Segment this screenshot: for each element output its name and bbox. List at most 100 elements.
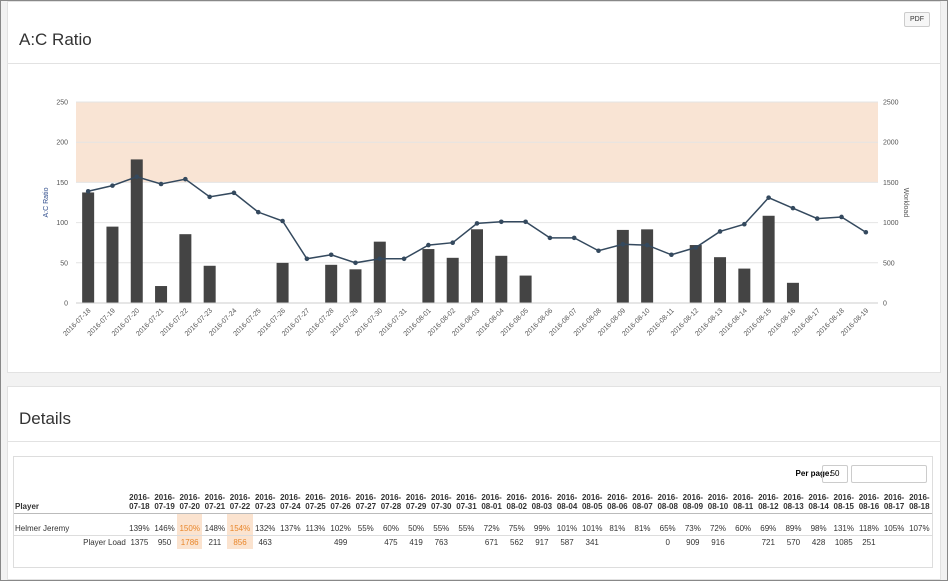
header-cell: 2016-07-27 bbox=[353, 491, 379, 514]
cell: 65% bbox=[659, 524, 676, 533]
y2-tick-label: 1500 bbox=[883, 180, 899, 187]
bar bbox=[82, 192, 95, 303]
bar bbox=[179, 234, 192, 303]
cell: 1085 bbox=[834, 538, 853, 547]
cell: 55% bbox=[433, 524, 450, 533]
bar bbox=[738, 268, 751, 303]
cell: 118% bbox=[858, 524, 879, 533]
header-cell: 2016-07-31 bbox=[453, 491, 479, 514]
cell: 428 bbox=[811, 538, 826, 547]
header-row: Player 2016-07-18 2016-07-19 2016-07-20 2016… bbox=[14, 491, 932, 514]
point bbox=[304, 256, 310, 262]
header-cell: 2016-07-20 bbox=[177, 491, 203, 514]
bar bbox=[495, 255, 508, 303]
cell bbox=[303, 536, 328, 550]
panel-title: A:C Ratio bbox=[19, 30, 92, 49]
header-cell: 2016-08-10 bbox=[705, 491, 731, 514]
point bbox=[742, 221, 747, 227]
header-cell: Player bbox=[14, 491, 127, 514]
divider bbox=[8, 63, 940, 64]
chart-panel: A:C Ratio PDF bbox=[7, 1, 941, 373]
cell: 148% bbox=[204, 524, 226, 533]
header-cell: 2016-08-17 bbox=[881, 491, 907, 514]
y2-tick-label: 0 bbox=[883, 301, 887, 308]
point bbox=[669, 252, 674, 258]
point bbox=[110, 183, 115, 188]
table-box: Per page: 50 Player 2016-07-18 2016-07-19 2… bbox=[13, 456, 933, 568]
bar bbox=[155, 286, 168, 303]
per-page-label: Per page: bbox=[795, 469, 832, 478]
cell: 856 bbox=[227, 535, 253, 549]
point bbox=[596, 248, 601, 254]
bar bbox=[446, 257, 459, 303]
cell: 499 bbox=[333, 538, 348, 547]
header-cell: 2016-07-29 bbox=[403, 491, 429, 514]
cell: 419 bbox=[409, 538, 423, 547]
point bbox=[790, 205, 796, 211]
cell: 562 bbox=[510, 538, 524, 547]
cell: 72% bbox=[483, 524, 500, 533]
header-cell: 2016-08-02 bbox=[504, 491, 530, 514]
cell bbox=[278, 536, 303, 550]
header-cell: 2016-08-04 bbox=[554, 491, 580, 514]
y-tick-label: 50 bbox=[60, 260, 68, 267]
row-name: Player Load bbox=[83, 538, 126, 547]
cell: 211 bbox=[208, 538, 222, 547]
cell: 671 bbox=[484, 538, 499, 547]
point bbox=[231, 190, 237, 196]
cell: 251 bbox=[862, 538, 876, 547]
header-cell: 2016-07-19 bbox=[151, 491, 178, 514]
point bbox=[620, 242, 626, 247]
point bbox=[474, 221, 480, 226]
cell: 105% bbox=[883, 524, 905, 533]
point bbox=[839, 214, 844, 220]
bar bbox=[349, 269, 362, 303]
point bbox=[499, 219, 504, 225]
header-cell: 2016-08-09 bbox=[680, 491, 706, 514]
header-cell: 2016-08-03 bbox=[529, 491, 555, 514]
cell bbox=[605, 536, 630, 550]
cell bbox=[907, 536, 932, 550]
y-tick-label: 100 bbox=[56, 220, 68, 227]
cell: 81% bbox=[609, 524, 626, 533]
cell: 0 bbox=[665, 538, 670, 547]
search-input[interactable] bbox=[851, 465, 927, 483]
header-cell: 2016-08-15 bbox=[831, 491, 857, 514]
per-page-select[interactable]: 50 bbox=[822, 465, 848, 483]
cell: 50% bbox=[408, 524, 425, 533]
cell: 101% bbox=[556, 524, 578, 533]
cell bbox=[630, 536, 655, 550]
header-cell: 2016-07-28 bbox=[378, 491, 404, 514]
point bbox=[401, 256, 407, 262]
cell: 950 bbox=[157, 538, 172, 547]
header-cell: 2016-08-06 bbox=[604, 491, 630, 514]
cell: 55% bbox=[458, 524, 475, 533]
point bbox=[280, 218, 285, 224]
bar bbox=[519, 275, 532, 303]
cell: 60% bbox=[382, 524, 399, 533]
y-axis-label: A:C Ratio bbox=[43, 187, 50, 217]
bar bbox=[689, 245, 702, 303]
header-cell: 2016-08-12 bbox=[755, 491, 781, 514]
cell: 587 bbox=[560, 538, 574, 547]
pdf-button[interactable]: PDF bbox=[904, 12, 930, 27]
point bbox=[353, 260, 358, 266]
point bbox=[207, 194, 212, 200]
cell: 341 bbox=[585, 538, 599, 547]
bar bbox=[325, 264, 338, 303]
y2-axis-label: Workload bbox=[902, 188, 909, 218]
y-tick-label: 150 bbox=[56, 180, 68, 187]
y2-tick-label: 2500 bbox=[883, 100, 899, 107]
cell: 131% bbox=[833, 524, 854, 533]
cell: 99% bbox=[533, 524, 550, 533]
bar bbox=[373, 241, 386, 303]
bar bbox=[422, 249, 435, 303]
cell: 89% bbox=[785, 524, 802, 533]
cell: 102% bbox=[330, 524, 351, 533]
point bbox=[571, 235, 577, 241]
bar bbox=[641, 229, 654, 303]
header-cell: 2016-08-16 bbox=[856, 491, 882, 514]
point bbox=[377, 256, 383, 262]
bar bbox=[276, 262, 289, 303]
